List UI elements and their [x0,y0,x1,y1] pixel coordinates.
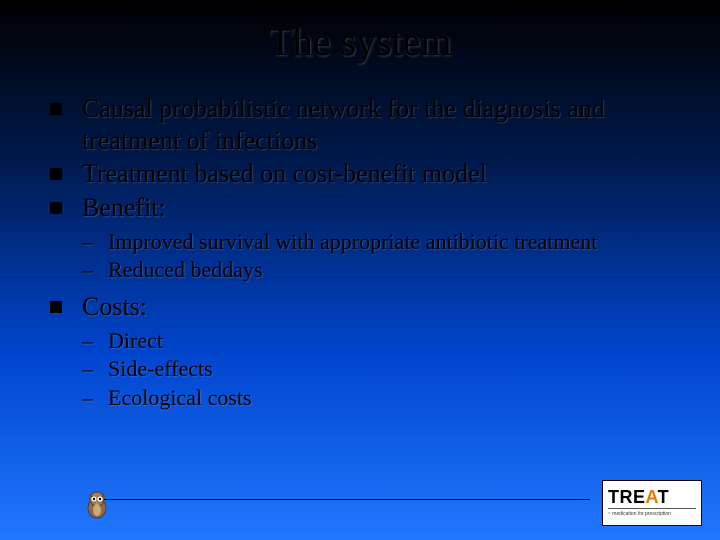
footer-divider [98,499,590,500]
bullet-item: Costs: [40,291,680,323]
sub-bullet-text: Improved survival with appropriate antib… [108,229,597,254]
sub-bullet-text: Reduced beddays [108,257,263,282]
sub-bullet-item: Side-effects [82,355,680,384]
owl-icon [84,490,110,520]
bullet-text: Costs: [82,292,147,321]
logo-text-accent: A [646,487,658,507]
bullet-text: Treatment based on cost-benefit model [82,159,487,188]
slide: The system Causal probabilistic network … [0,0,720,540]
logo-divider [608,508,696,509]
treat-logo: TREAT ~ medication for prescription [602,480,702,526]
logo-text-part: T [658,487,670,507]
sub-bullet-text: Ecological costs [108,385,252,410]
sub-bullet-item: Improved survival with appropriate antib… [82,228,680,257]
sub-bullet-item: Ecological costs [82,384,680,413]
sub-bullet-list: Direct Side-effects Ecological costs [40,327,680,413]
sub-bullet-list: Improved survival with appropriate antib… [40,228,680,285]
bullet-text: Causal probabilistic network for the dia… [82,94,605,155]
sub-bullet-text: Side-effects [108,356,213,381]
sub-bullet-item: Direct [82,327,680,356]
logo-subtitle: ~ medication for prescription [608,512,696,518]
bullet-item: Causal probabilistic network for the dia… [40,93,680,156]
logo-text: TREAT [608,488,696,506]
logo-text-part: TRE [608,487,646,507]
bullet-list: Costs: [40,291,680,323]
sub-bullet-text: Direct [108,328,163,353]
bullet-item: Treatment based on cost-benefit model [40,158,680,190]
sub-bullet-item: Reduced beddays [82,256,680,285]
slide-title: The system [40,18,680,65]
bullet-item: Benefit: [40,192,680,224]
bullet-text: Benefit: [82,193,166,222]
bullet-list: Causal probabilistic network for the dia… [40,93,680,224]
